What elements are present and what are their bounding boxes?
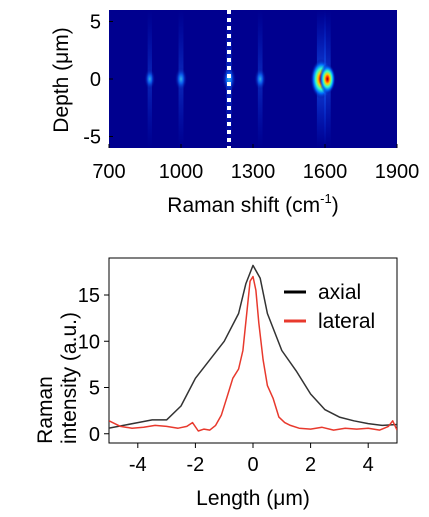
raman-heatmap: 700 1000 1300 1600 1900 5 0 -5 Raman shift (cm… [50, 10, 419, 217]
legend: axial lateral [284, 281, 375, 333]
line-plot: -4 -2 0 2 4 0 5 10 15 axial lateral Length (μm)… [34, 257, 398, 510]
series-line-lateral [109, 275, 397, 432]
line-y-tick-label: 15 [78, 285, 100, 307]
heatmap-peak [144, 68, 156, 90]
heatmap-x-axis-label: Raman shift (cm-1) [167, 191, 338, 217]
line-y-axis-label-line2: intensity (a.u.) [58, 312, 81, 444]
heatmap-x-tick-label: 1600 [303, 161, 348, 183]
heatmap-x-tick-label: 1900 [375, 161, 420, 183]
line-x-tick-label: 2 [305, 454, 316, 476]
line-y-tick-label: 10 [78, 331, 100, 353]
heatmap-x-tick-label: 700 [92, 161, 125, 183]
legend-label-lateral: lateral [318, 310, 375, 333]
line-y-ticks: 0 5 10 15 [78, 285, 109, 446]
line-x-axis-label: Length (μm) [196, 487, 310, 510]
heatmap-x-tick-label: 1000 [159, 161, 204, 183]
heatmap-peak [254, 67, 267, 91]
heatmap-y-axis-label: Depth (μm) [50, 27, 73, 132]
heatmap-y-tick-label: -5 [83, 127, 101, 149]
line-y-tick-label: 0 [89, 424, 100, 446]
line-x-tick-label: 4 [363, 454, 374, 476]
heatmap-x-tick-label: 1300 [231, 161, 276, 183]
legend-label-axial: axial [318, 281, 361, 304]
heatmap-background [109, 10, 397, 148]
heatmap-y-ticks: 5 0 -5 [83, 12, 113, 149]
heatmap-x-ticks: 700 1000 1300 1600 1900 [92, 144, 419, 183]
heatmap-peak [319, 63, 336, 95]
heatmap-y-tick-label: 5 [90, 12, 101, 34]
series-line-axial [109, 264, 397, 429]
heatmap-peaks [144, 10, 336, 148]
line-x-tick-label: -4 [129, 454, 147, 476]
heatmap-y-tick-label: 0 [90, 69, 101, 91]
heatmap-peak [174, 67, 188, 91]
heatmap-peak [221, 65, 237, 93]
line-y-tick-label: 5 [89, 378, 100, 400]
line-x-tick-label: 0 [247, 454, 258, 476]
line-series-group [109, 264, 397, 432]
line-x-tick-label: -2 [187, 454, 205, 476]
line-x-ticks: -4 -2 0 2 4 [129, 443, 374, 476]
line-y-axis-label-line1: Raman [34, 376, 57, 444]
